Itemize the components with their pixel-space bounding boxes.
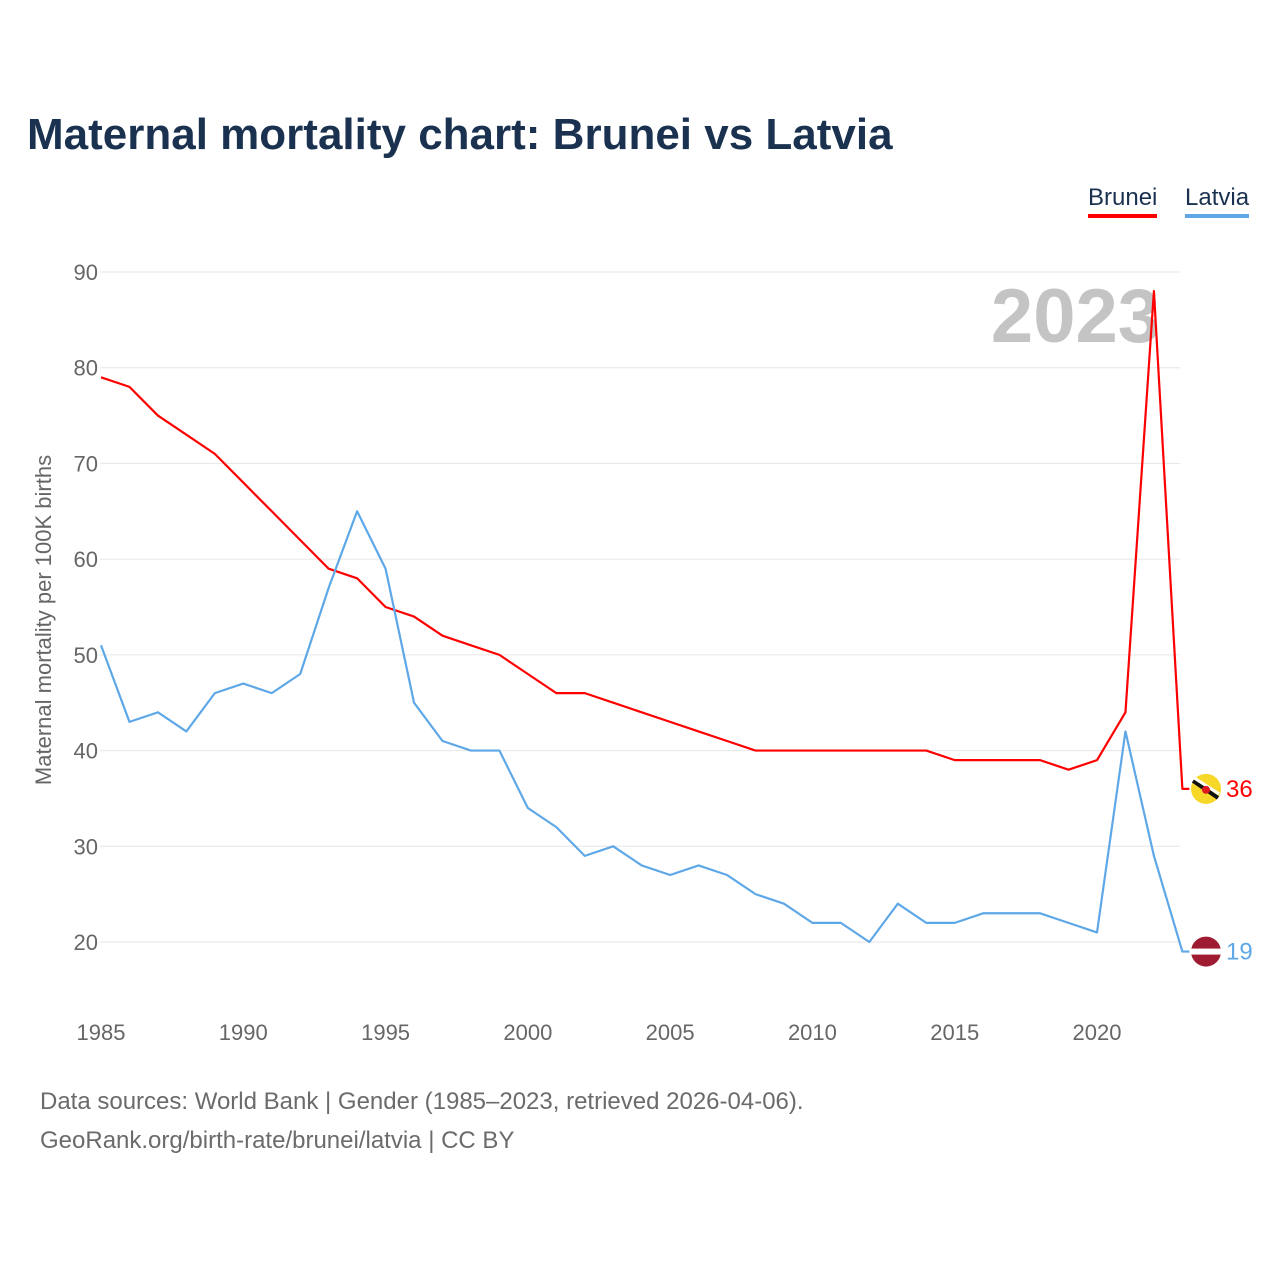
x-tick-label: 1995 [361,1020,410,1045]
y-tick-label: 40 [74,739,98,764]
y-tick-label: 20 [74,930,98,955]
source-line-1: Data sources: World Bank | Gender (1985–… [40,1088,804,1115]
x-tick-label: 1985 [77,1020,126,1045]
brunei-flag-stripe-white [1193,776,1220,796]
x-tick-label: 2015 [930,1020,979,1045]
end-value-label: 19 [1226,939,1253,966]
year-watermark: 2023 [991,274,1160,359]
brunei-flag-emblem [1202,785,1210,794]
y-tick-label: 30 [74,834,98,859]
source-line-2[interactable]: GeoRank.org/birth-rate/brunei/latvia | C… [40,1127,515,1154]
series-line-brunei [100,290,1190,790]
x-tick-label: 1990 [219,1020,268,1045]
x-tick-label: 2000 [503,1020,552,1045]
y-tick-label: 90 [74,260,98,285]
end-value-label: 36 [1226,776,1253,803]
x-tick-label: 2020 [1073,1020,1122,1045]
y-tick-label: 50 [74,643,98,668]
chart-title: Maternal mortality chart: Brunei vs Latv… [27,110,893,159]
y-tick-label: 60 [74,547,98,572]
legend-latvia[interactable]: Latvia [1185,184,1250,218]
y-tick-label: 70 [74,451,98,476]
x-tick-label: 2010 [788,1020,837,1045]
legend-brunei[interactable]: Brunei [1088,184,1158,218]
y-axis-label: Maternal mortality per 100K births [31,455,56,785]
x-tick-label: 2005 [646,1020,695,1045]
series-line-latvia [99,510,1190,953]
y-tick-label: 80 [74,356,98,381]
latvia-flag-stripe [1191,948,1221,955]
